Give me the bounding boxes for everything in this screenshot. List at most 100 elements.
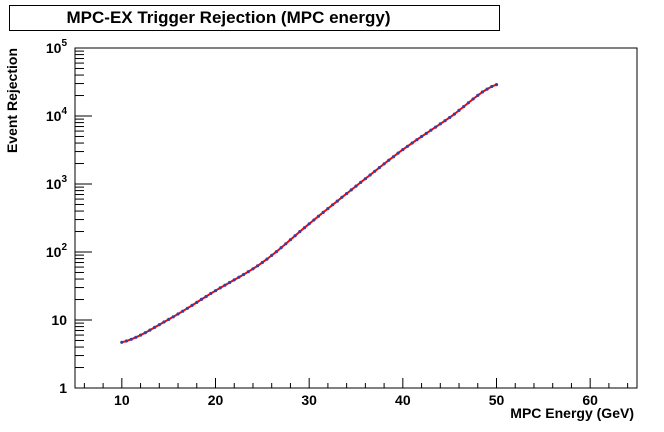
y-tick-base: 10 [46, 40, 62, 56]
data-point [213, 289, 218, 293]
data-point [359, 180, 363, 184]
data-point [129, 337, 133, 341]
data-point [302, 226, 307, 230]
data-point [204, 294, 208, 299]
data-point [251, 267, 255, 271]
plot-frame [74, 47, 638, 389]
x-tick-label: 60 [582, 392, 598, 408]
data-point [415, 138, 419, 142]
data-point [209, 291, 213, 296]
data-point [176, 312, 180, 316]
data-point [420, 134, 424, 139]
y-axis-label: Event Rejection [4, 48, 20, 153]
data-point [326, 207, 330, 211]
data-point [448, 115, 452, 120]
data-point [438, 122, 442, 126]
data-point [171, 315, 175, 319]
y-tick-base: 10 [51, 312, 67, 328]
data-point [494, 83, 499, 87]
data-point [223, 283, 227, 287]
y-tick-label: 1 [59, 380, 67, 396]
data-point [387, 158, 391, 162]
x-tick-label: 10 [114, 392, 130, 408]
data-point [298, 230, 302, 234]
data-point [260, 260, 264, 265]
data-point [429, 128, 433, 132]
data-point [279, 246, 283, 250]
axis-ticks [75, 47, 629, 389]
data-point [368, 173, 372, 177]
data-point [162, 320, 166, 324]
data-point [167, 317, 171, 321]
data-point [363, 177, 367, 181]
data-point [293, 234, 297, 238]
data-point [270, 253, 274, 257]
y-tick-exponent: 3 [61, 174, 67, 185]
x-tick-label: 20 [208, 392, 224, 408]
y-tick-exponent: 5 [61, 38, 67, 49]
data-point [443, 119, 447, 123]
data-point [391, 155, 396, 159]
data-point [462, 105, 466, 109]
data-point [424, 131, 428, 135]
data-point [284, 242, 288, 246]
data-point [256, 264, 260, 268]
data-point [148, 328, 152, 332]
y-tick-base: 10 [46, 108, 62, 124]
y-tick-base: 10 [46, 176, 62, 192]
x-tick-label: 40 [395, 392, 411, 408]
data-point [466, 101, 470, 105]
x-tick-labels: 10 20 30 40 50 60 [114, 392, 598, 408]
data-point [218, 286, 222, 290]
data-point [185, 306, 189, 310]
y-tick-base: 1 [59, 380, 67, 396]
data-point [471, 97, 475, 101]
data-point [377, 166, 381, 170]
data-point [246, 270, 250, 274]
data-point [157, 323, 161, 327]
data-point [316, 214, 321, 218]
data-point [307, 222, 311, 226]
data-point [199, 297, 203, 301]
data-point [480, 90, 484, 94]
data-point [382, 162, 386, 166]
data-point [288, 238, 292, 242]
data-point [237, 275, 241, 279]
y-tick-base: 10 [46, 244, 62, 260]
data-point [232, 278, 236, 282]
data-point [354, 184, 358, 188]
y-tick-label: 104 [46, 106, 68, 124]
data-point [452, 112, 456, 116]
data-point [195, 300, 199, 304]
data-point [331, 203, 335, 207]
data-point [321, 210, 325, 214]
data-point [396, 151, 400, 155]
data-point [181, 309, 185, 313]
y-tick-exponent: 2 [61, 242, 67, 253]
y-tick-label: 105 [46, 38, 68, 56]
y-tick-label: 103 [46, 174, 68, 192]
x-tick-label: 50 [489, 392, 505, 408]
series-markers [120, 83, 499, 344]
data-point [335, 199, 339, 203]
data-point [228, 280, 232, 285]
data-point [345, 192, 349, 196]
data-point [457, 108, 461, 112]
x-axis-label: MPC Energy (GeV) [510, 405, 634, 421]
y-tick-label: 102 [46, 242, 68, 260]
data-point [410, 141, 414, 145]
data-point [124, 339, 129, 343]
data-point [190, 303, 194, 307]
data-point [340, 195, 344, 199]
data-point [349, 188, 353, 192]
data-point [312, 218, 316, 222]
data-point [401, 148, 405, 152]
y-tick-label: 10 [51, 312, 67, 328]
chart-title: MPC-EX Trigger Rejection (MPC energy) [66, 8, 391, 27]
data-point [405, 144, 410, 148]
x-tick-label: 30 [301, 392, 317, 408]
data-point [242, 272, 246, 277]
data-point [134, 335, 138, 339]
